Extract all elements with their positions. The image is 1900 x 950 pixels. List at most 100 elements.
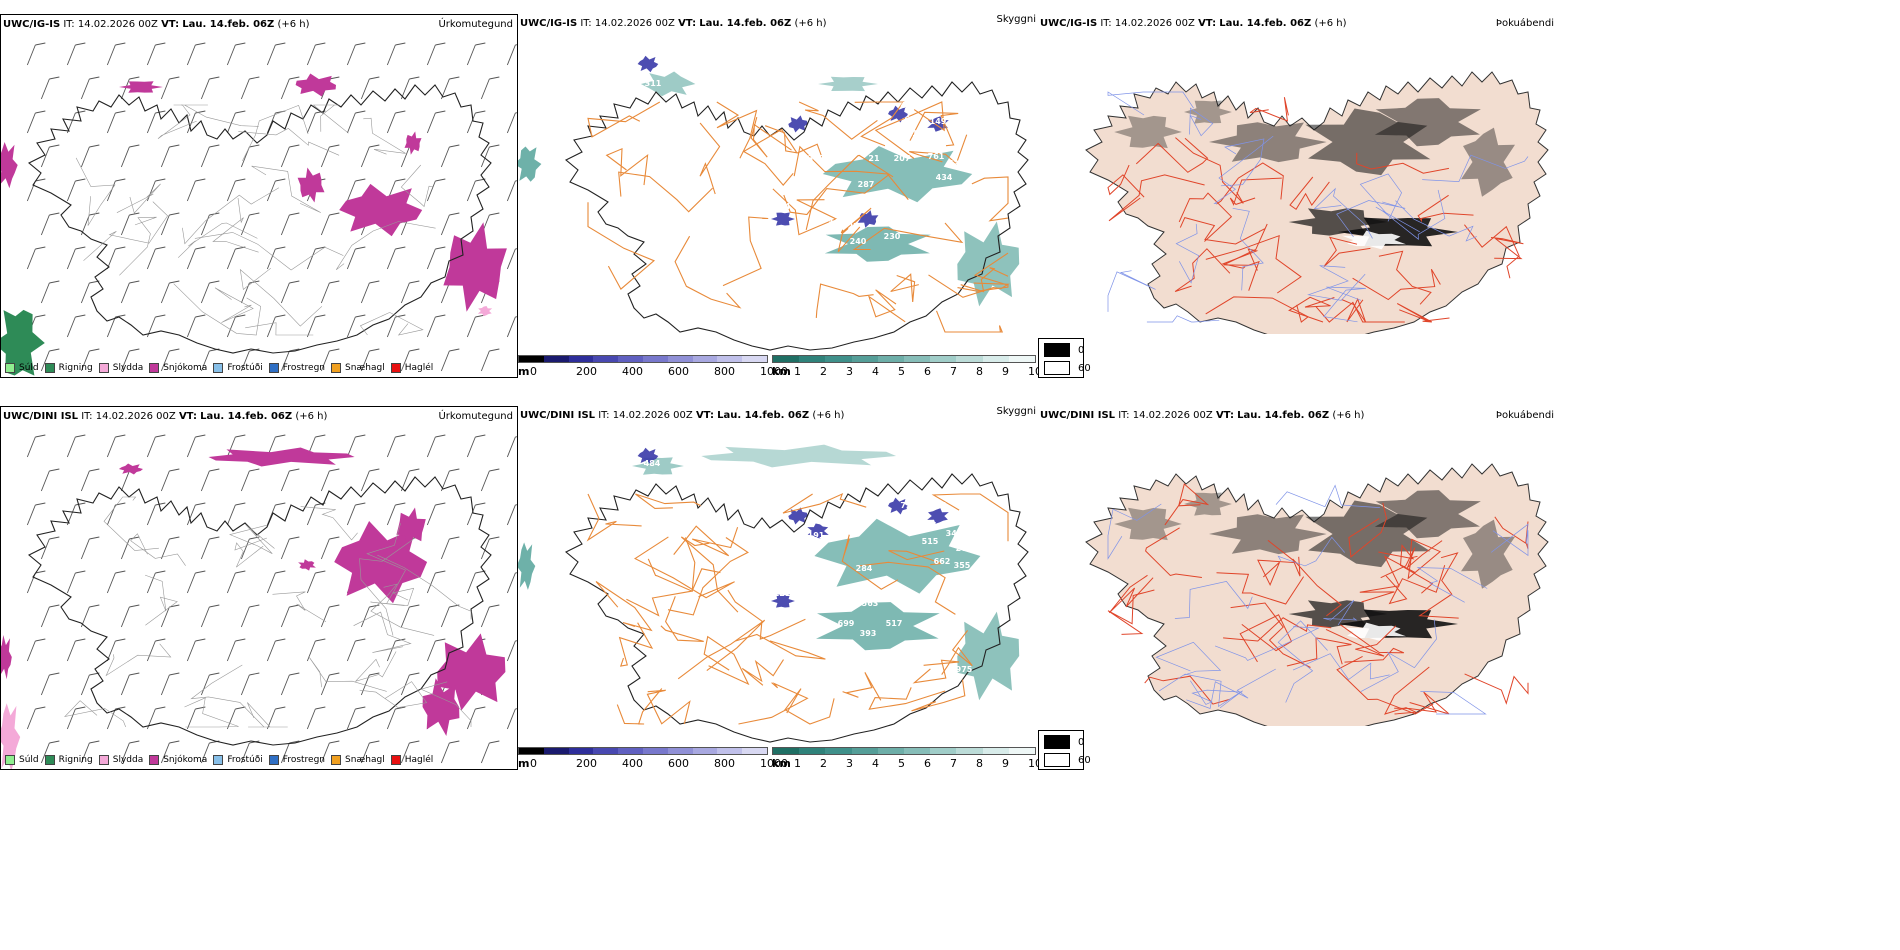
colorbar-strip [772,747,1036,755]
wind-barb [506,708,517,730]
road-line [587,202,656,290]
wind-barb [226,434,246,458]
colorbar-strip [518,747,768,755]
wind-barb [280,536,300,560]
forecast-title: UWC/DINI ISL IT: 14.02.2026 00Z VT: Lau.… [520,410,844,421]
wind-barb [426,110,446,134]
legend-label: Frostúði [227,363,263,373]
road-line [194,232,344,271]
wind-barb [346,246,366,270]
colorbar-tick: 5 [898,365,905,378]
legend-item: Snæhagl [331,755,385,765]
wind-barb [386,502,406,526]
colorbar-tick: 2 [820,757,827,770]
wind-barb [66,502,86,526]
road-line [1382,189,1446,240]
colorbar-tick: 5 [898,757,905,770]
wind-barb [80,280,100,304]
wind-barb [480,604,500,628]
colorbar-cell [773,748,800,754]
wind-barb [200,280,220,304]
legend-swatch [390,363,401,373]
ceiling-value-label: 355 [954,561,971,570]
wind-barb [146,246,166,270]
road-line [727,589,806,640]
panel-title-fog: Þokuábendi [1495,18,1554,29]
wind-barb [266,314,286,338]
wind-barb [240,144,260,168]
wind-barb [80,76,100,100]
legend-item: Frostúði [213,363,263,373]
wind-barb [440,604,460,628]
ceiling-value-label: 432 [936,190,953,199]
field-area [927,508,949,524]
road-line [229,524,275,554]
colorbar-unit: m [518,365,530,378]
ceiling-visibility-panel: 484 165 277 342 264 355 334 662 515 548 72 284 121 31… [518,396,1038,776]
wind-barb [426,570,446,594]
road-line [359,312,424,336]
field-area [814,518,981,594]
wind-barb [440,348,460,372]
wind-barb [466,706,486,730]
wind-barb [400,604,420,628]
wind-barb [26,246,46,270]
fog-index-panel: UWC/IG-IS IT: 14.02.2026 00Z VT: Lau. 14… [1038,14,1558,334]
field-area [1114,115,1182,149]
init-time: 14.02.2026 00Z [1132,410,1213,421]
colorbar-cell [773,356,800,362]
fog-legend-label: 0 [1078,344,1085,356]
wind-barb [80,672,100,696]
fog-legend-label: 0 [1078,736,1085,748]
wind-barb [506,180,517,202]
vt-label: VT: [1198,18,1217,29]
field-area [1342,622,1406,642]
ceiling-value-label: 41 [792,531,804,540]
ceiling-value-label: 62 [904,115,915,124]
legend-label: Rigning [58,363,93,373]
road-line [618,622,654,667]
road-line [83,201,168,261]
precip-legend: Súld Rigning Slydda Snjókoma Frostúði Frostre… [5,363,433,373]
wind-barb [346,178,366,202]
valid-time: Lau. 14.feb. 06Z [1237,410,1330,421]
colorbar-tick: 400 [622,757,643,770]
colorbar-tick: 2 [820,365,827,378]
fog-legend-row: 0 [1044,343,1084,357]
wind-barb [160,76,180,100]
road-line [626,568,721,617]
road-line [673,525,739,557]
road-line [157,104,197,139]
colorbar-cell [717,356,743,362]
road-line [1288,296,1335,323]
field-area [816,602,940,651]
wind-barb [160,536,180,560]
road-line [1144,675,1230,705]
wind-barbs [26,42,517,372]
colorbar-cell [904,748,931,754]
wind-barb [160,604,180,628]
wind-barb [80,144,100,168]
ceiling-colorbar: m 0 200 400 600 800 1000 [518,352,788,384]
colorbar-cell [519,356,544,362]
wind-barb [360,604,380,628]
road-line [957,252,1009,292]
field-area [119,81,163,93]
road-line [1292,556,1342,617]
road-line [1323,599,1358,626]
road-line [1341,297,1367,323]
ceiling-value-label: 393 [860,629,877,638]
it-label: IT: [1100,18,1112,29]
field-area [927,116,949,132]
model-name: UWC/IG-IS [520,18,578,29]
wind-barb [266,178,286,202]
field-area [1374,490,1481,539]
fog-index-legend: 0 60 [1038,730,1091,770]
wind-barb [426,434,446,458]
ceiling-value-label: 342 [946,529,963,538]
road-line [181,104,259,127]
wind-barb [120,604,140,628]
wind-barb [346,314,366,338]
colorbar-tick: 8 [976,757,983,770]
